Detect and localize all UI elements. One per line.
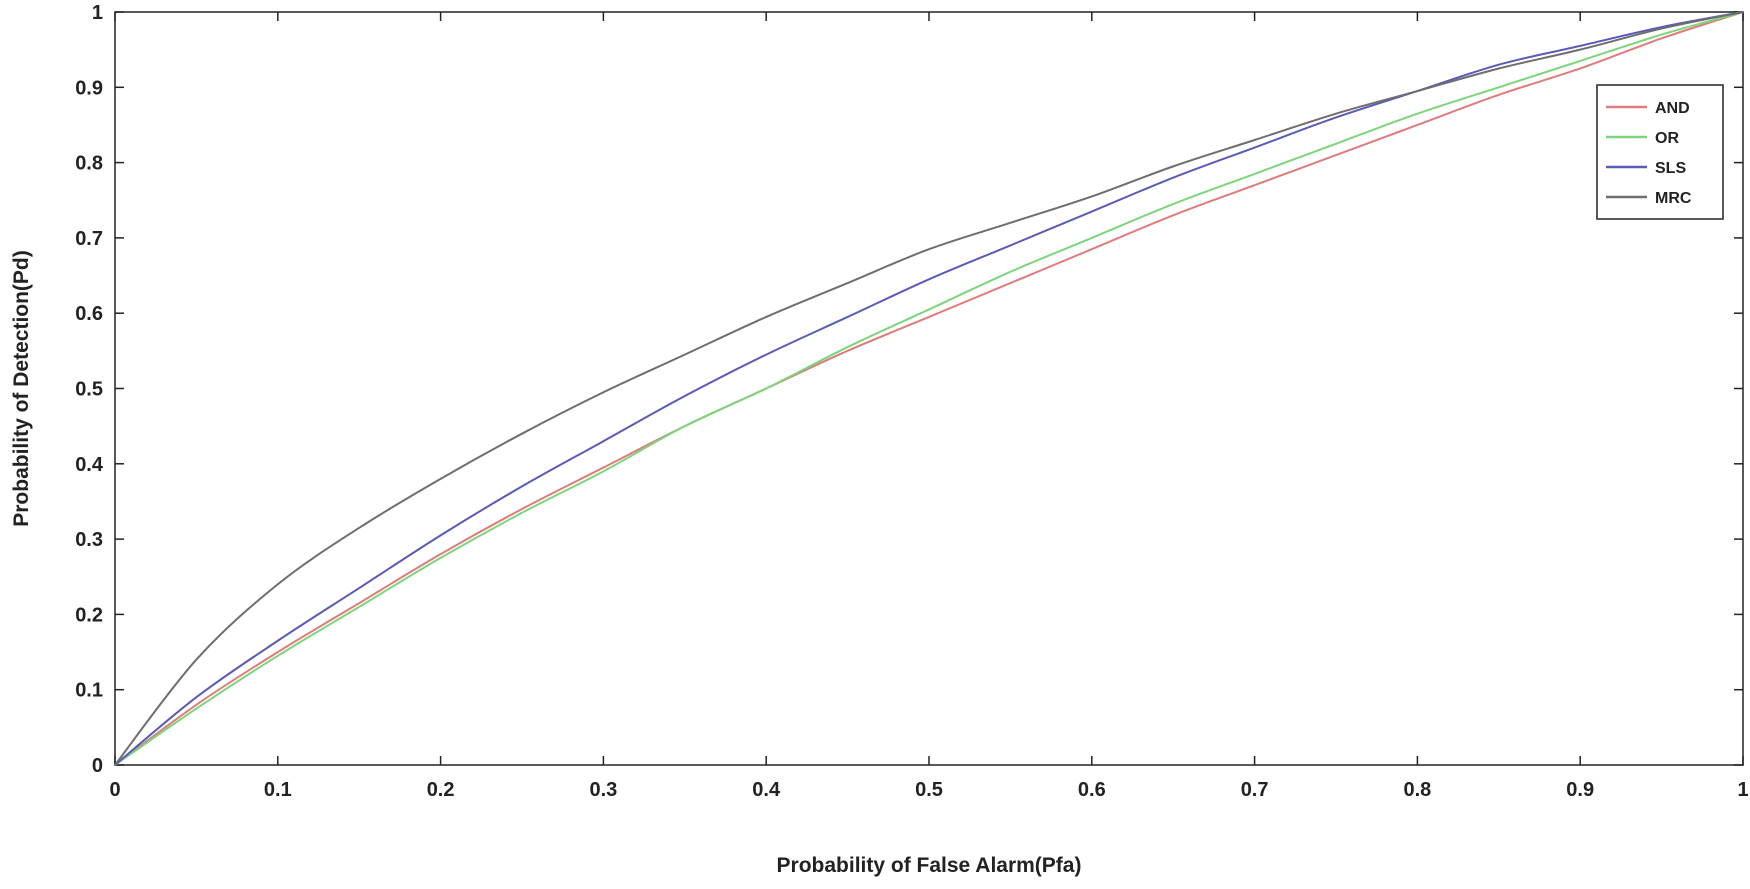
- series-line-mrc: [114, 11, 1744, 766]
- y-axis-label: Probability of Detection(Pd): [10, 250, 33, 527]
- y-tick-label: 0.2: [75, 604, 103, 626]
- plot-area-frame: [114, 11, 1744, 766]
- legend-label-sls: SLS: [1655, 160, 1686, 177]
- y-tick-label: 0.8: [75, 153, 103, 175]
- y-tick-label: 0.9: [75, 77, 103, 99]
- x-tick-label: 0.4: [752, 779, 781, 801]
- y-tick-label: 0.3: [75, 529, 103, 551]
- x-tick-label: 0.7: [1241, 779, 1269, 801]
- y-tick-label: 0.7: [75, 228, 103, 250]
- y-tick-label: 0: [92, 755, 103, 777]
- series-line-or: [114, 11, 1744, 766]
- x-tick-label: 0: [109, 779, 120, 801]
- legend-label-and: AND: [1655, 100, 1690, 117]
- legend-label-or: OR: [1655, 130, 1679, 147]
- legend-label-mrc: MRC: [1655, 190, 1692, 207]
- x-tick-label: 0.6: [1078, 779, 1106, 801]
- x-tick-label: 0.9: [1566, 779, 1594, 801]
- y-tick-label: 0.5: [75, 379, 103, 401]
- series-line-sls: [114, 11, 1744, 766]
- y-tick-label: 0.6: [75, 303, 103, 325]
- x-tick-label: 0.5: [915, 779, 943, 801]
- x-tick-label: 0.8: [1403, 779, 1431, 801]
- x-tick-label: 0.3: [589, 779, 617, 801]
- y-tick-label: 0.4: [75, 454, 104, 476]
- x-axis-label: Probability of False Alarm(Pfa): [777, 854, 1082, 877]
- x-tick-label: 0.2: [427, 779, 455, 801]
- series-line-and: [114, 11, 1744, 766]
- x-tick-label: 1: [1737, 779, 1748, 801]
- x-tick-label: 0.1: [264, 779, 292, 801]
- y-tick-label: 1: [92, 2, 103, 24]
- y-tick-label: 0.1: [75, 680, 103, 702]
